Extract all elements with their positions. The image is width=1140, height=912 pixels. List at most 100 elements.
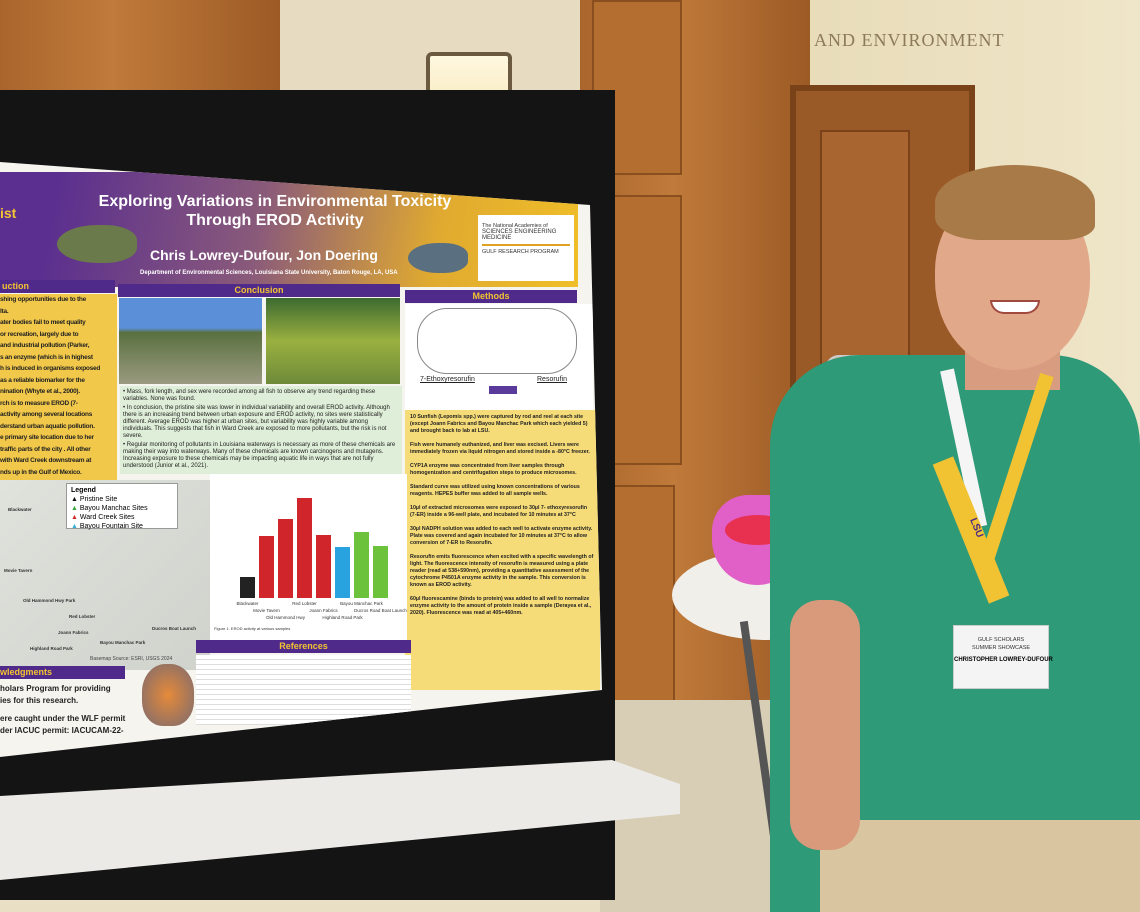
- triangle-marker-icon: ▲: [71, 523, 80, 530]
- map-place-label: Movie Tavern: [4, 568, 33, 573]
- intro-line: traffic parts of the city . All other: [0, 445, 91, 453]
- intro-line: nds up in the Gulf of Mexico.: [0, 468, 82, 476]
- map-source: Basemap Source: ESRI, USGS 2024: [90, 656, 173, 662]
- poster-title: Exploring Variations in Environmental To…: [60, 192, 490, 230]
- legend-label: Pristine Site: [79, 496, 118, 503]
- map-place-label: Highland Road Park: [30, 646, 73, 651]
- map-legend: Legend ▲ Pristine Site ▲ Bayou Manchac Si…: [66, 483, 178, 531]
- intro-line: activity among several locations: [0, 411, 93, 418]
- map-place-label: Bayou Manchac Park: [100, 640, 146, 645]
- intro-line: e primary site location due to her: [0, 434, 94, 441]
- reactant-label: 7-Ethoxyresorufin: [420, 376, 475, 383]
- chemical-diagram: 7-Ethoxyresorufin Resorufin: [405, 304, 593, 410]
- intro-line: as a reliable biomarker for the: [0, 376, 85, 384]
- ack-line: ere caught under the WLF permit: [0, 714, 126, 723]
- conclusion-header: Conclusion: [118, 284, 400, 297]
- legend-label: Ward Creek Sites: [79, 514, 135, 521]
- x-tick-label: Ducros Road Boat Launch: [354, 608, 407, 613]
- chart-bar: [259, 536, 274, 598]
- methods-paragraph: Resorufin emits fluorescence when excite…: [410, 554, 594, 588]
- methods-paragraph: 30µl NADPH solution was added to each we…: [410, 526, 593, 546]
- logo-text: The National Academies of: [482, 223, 548, 229]
- triangle-marker-icon: ▲: [71, 496, 80, 503]
- legend-item: ▲ Bayou Fountain Site: [71, 522, 173, 531]
- intro-line: derstand urban aquatic pollution.: [0, 422, 95, 430]
- methods-paragraph: 60µl fluorescamine (binds to protein) wa…: [410, 596, 592, 616]
- triangle-marker-icon: ▲: [71, 505, 80, 512]
- references-text: [196, 655, 411, 725]
- person-hair: [935, 165, 1095, 240]
- chart-bar: [354, 532, 369, 598]
- bar-chart: Blackwater Movie Tavern Old Hammond Hwy Red…: [236, 498, 407, 620]
- acknowledgments-text: holars Program for providing ies for thi…: [0, 683, 136, 737]
- site-photo: [266, 298, 400, 384]
- intro-line: lta.: [0, 307, 9, 315]
- intro-line: ater bodies fail to meet quality: [0, 319, 86, 326]
- sunfish-image: [142, 664, 194, 726]
- methods-paragraph: Standard curve was utilized using known …: [410, 484, 580, 497]
- conclusion-bullet: Regular monitoring of pollutants in Loui…: [123, 442, 396, 469]
- introduction-text: shing opportunities due to the lta. ater b…: [0, 294, 117, 480]
- conclusion-bullet: In conclusion, the pristine site was low…: [123, 405, 390, 439]
- chart-bar: [240, 577, 255, 598]
- triangle-marker-icon: ▲: [71, 514, 80, 521]
- legend-label: Bayou Manchac Sites: [79, 505, 148, 512]
- sunfish-image: [408, 243, 468, 273]
- methods-paragraph: Fish were humanely euthanized, and liver…: [410, 442, 590, 455]
- x-tick-label: Blackwater: [236, 601, 259, 606]
- person-pants: [820, 820, 1140, 912]
- logo-text: ENGINEERING: [514, 229, 557, 235]
- badge-line: SUMMER SHOWCASE: [971, 645, 1031, 651]
- sunfish-image: [57, 225, 137, 263]
- methods-paragraph: CYP1A enzyme was concentrated from liver…: [410, 463, 577, 476]
- logo-text: SCIENCES: [482, 229, 513, 235]
- wood-panel: [592, 0, 682, 175]
- ack-line: ies for this research.: [0, 696, 79, 705]
- legend-item: ▲ Ward Creek Sites: [71, 513, 173, 522]
- intro-line: rch is to measure EROD (7-: [0, 399, 78, 407]
- person-smile: [990, 300, 1040, 314]
- intro-line: nination (Whyte et al., 2000).: [0, 388, 80, 395]
- header-fragment: ist: [0, 205, 17, 221]
- intro-line: or recreation, largely due to: [0, 330, 79, 338]
- conclusion-text: • Mass, fork length, and sex were record…: [120, 386, 402, 474]
- nasem-logo: The National Academies of SCIENCES ENGIN…: [478, 215, 574, 281]
- conclusion-bullet: Mass, fork length, and sex were recorded…: [123, 389, 376, 402]
- map-place-label: Joann Fabrics: [58, 630, 89, 635]
- methods-paragraph: 10 Sunfish (Lepomis spp.) were captured …: [410, 414, 588, 434]
- chart-bar: [297, 498, 312, 598]
- map-place-label: Red Lobster: [69, 614, 96, 619]
- ack-line: holars Program for providing: [0, 684, 111, 693]
- legend-label: Bayou Fountain Site: [79, 523, 143, 530]
- badge-line: GULF SCHOLARS: [977, 637, 1025, 643]
- erod-chart: Blackwater Movie Tavern Old Hammond Hwy Red…: [210, 474, 407, 640]
- map-place-label: Ducros Boat Launch: [152, 626, 197, 631]
- chart-bar: [335, 547, 350, 598]
- introduction-header: uction: [0, 280, 115, 293]
- map-place-label: Blackwater: [8, 507, 32, 512]
- badge-name: CHRISTOPHER LOWREY-DUFOUR: [954, 657, 1053, 663]
- ack-line: der IACUC permit: IACUCAM-22-: [0, 726, 124, 735]
- x-tick-label: Red Lobster: [292, 601, 317, 606]
- intro-line: with Ward Creek downstream at: [0, 457, 92, 464]
- legend-item: ▲ Pristine Site: [71, 495, 173, 504]
- legend-item: ▲ Bayou Manchac Sites: [71, 504, 173, 513]
- site-photo: [119, 298, 262, 384]
- poster-authors: Chris Lowrey-Dufour, Jon Doering: [150, 247, 378, 263]
- name-badge: GULF SCHOLARS SUMMER SHOWCASE CHRISTOPHE…: [953, 625, 1053, 689]
- title-line: Exploring Variations in Environmental To…: [98, 193, 452, 210]
- map-place-label: Old Hammond Hwy Park: [23, 598, 76, 603]
- person-arm: [790, 600, 860, 850]
- methods-paragraph: 10µl of extracted microsomes were expose…: [410, 505, 588, 518]
- x-tick-label: Old Hammond Hwy: [266, 615, 306, 620]
- references-header: References: [196, 640, 411, 653]
- methods-text: 10 Sunfish (Lepomis spp.) were captured …: [405, 410, 600, 690]
- x-tick-label: Movie Tavern: [253, 608, 280, 613]
- x-tick-label: Highland Road Park: [322, 615, 363, 620]
- x-tick-label: Bayou Manchac Park: [340, 601, 384, 606]
- methods-header: Methods: [405, 290, 577, 303]
- product-label: Resorufin: [537, 376, 567, 383]
- logo-text: MEDICINE: [482, 235, 512, 241]
- logo-text: GULF RESEARCH PROGRAM: [482, 244, 570, 255]
- acknowledgments-header: wledgments: [0, 666, 125, 679]
